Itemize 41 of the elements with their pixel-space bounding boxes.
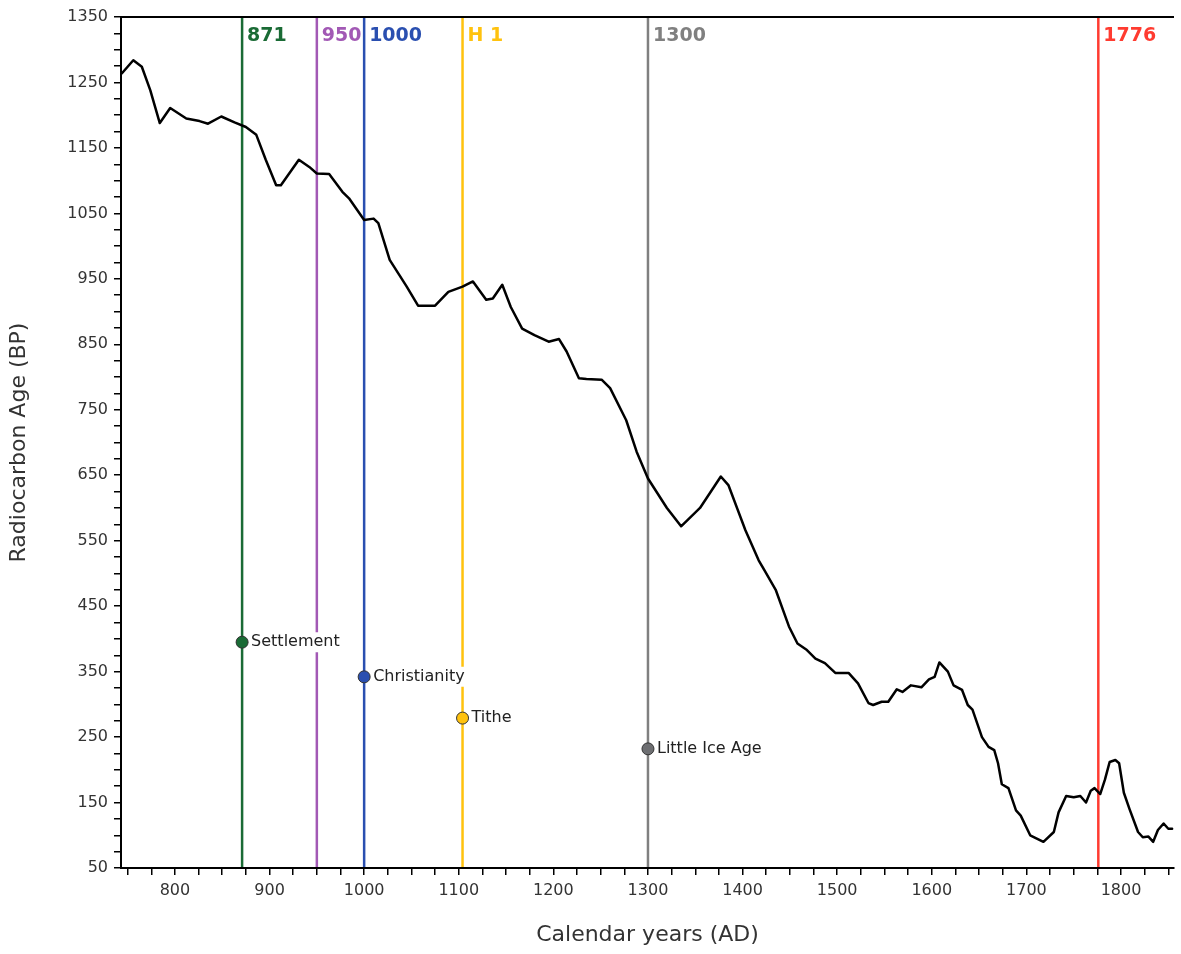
y-tick-label: 1150 — [67, 137, 108, 157]
x-tick-label: 1000 — [343, 879, 385, 899]
point — [235, 635, 249, 649]
y-tick-label: 1250 — [67, 71, 108, 91]
point — [357, 670, 371, 684]
ref-line-label: H 1 — [467, 23, 504, 46]
y-tick-label: 1050 — [67, 202, 108, 222]
x-tick-label: 800 — [159, 879, 191, 899]
y-tick-label: 150 — [77, 791, 108, 811]
ref-line-label: 871 — [247, 23, 287, 46]
y-tick-label: 750 — [77, 398, 108, 418]
ref-line-label: 1776 — [1103, 23, 1157, 46]
x-tick-label: 1300 — [627, 879, 669, 899]
x-tick-label: 1200 — [533, 879, 574, 899]
y-tick-label: 350 — [77, 660, 108, 680]
annotation: Little Ice Age — [656, 738, 762, 758]
y-tick-label: 50 — [87, 857, 108, 877]
y-tick-label: 950 — [77, 268, 108, 287]
ref-line-label: 950 — [321, 23, 362, 46]
y-tick-label: 550 — [77, 529, 108, 549]
y-tick-label: 850 — [77, 333, 108, 353]
x-tick-label: 1400 — [722, 879, 763, 899]
annotation: Tithe — [470, 707, 512, 727]
x-tick-label: 1600 — [911, 879, 953, 899]
y-axis-title: Radiocarbon Age (BP) — [4, 322, 30, 563]
ref-line-label: 1300 — [652, 23, 706, 46]
y-tick-label: 650 — [77, 464, 108, 484]
y-tick-label: 1350 — [67, 6, 108, 26]
point — [456, 711, 470, 725]
x-axis-title: Calendar years (AD) — [536, 920, 759, 946]
x-tick-label: 1700 — [1006, 879, 1047, 899]
x-tick-label: 1500 — [816, 879, 858, 899]
point — [641, 742, 655, 756]
y-tick-label: 250 — [77, 726, 108, 746]
y-tick-label: 450 — [77, 595, 108, 615]
x-tick-label: 900 — [254, 879, 285, 899]
x-tick-label: 1100 — [438, 879, 480, 899]
annotation: Christianity — [373, 666, 465, 686]
x-tick-label: 1800 — [1100, 879, 1142, 899]
annotation: Settlement — [251, 631, 340, 651]
ref-line-label: 1000 — [369, 23, 423, 46]
